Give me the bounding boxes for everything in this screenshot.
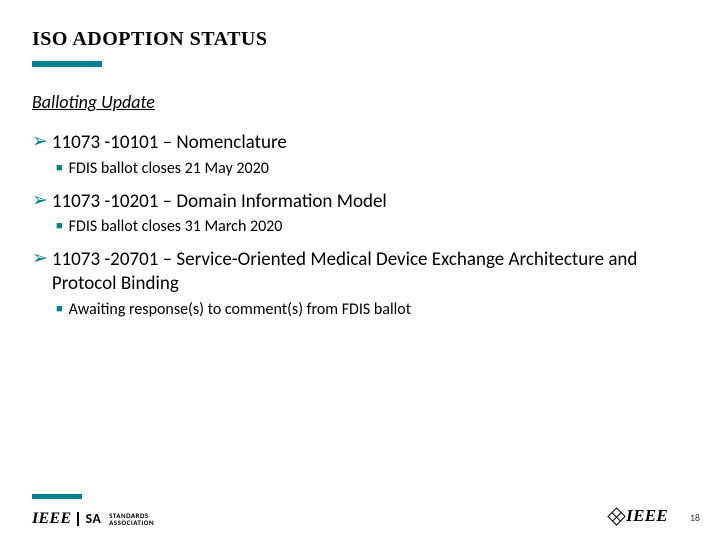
footer-accent-bar — [32, 494, 82, 499]
sa-text: SA — [85, 510, 101, 527]
sa-sub2: ASSOCIATION — [109, 519, 154, 526]
bullet-list: ➢ 11073 -10101 – Nomenclature ■ FDIS bal… — [32, 131, 688, 320]
ieee-wordmark: IEEE — [32, 510, 71, 528]
list-subitem-label: FDIS ballot closes 21 May 2020 — [69, 159, 269, 180]
slide: ISO ADOPTION STATUS Balloting Update ➢ 1… — [0, 0, 720, 540]
list-item-label: 11073 -10201 – Domain Information Model — [52, 190, 387, 214]
ieee-logo: IEEE — [610, 506, 668, 526]
list-item: ➢ 11073 -10101 – Nomenclature — [32, 131, 688, 155]
page-number: 18 — [690, 511, 700, 524]
list-subitem-label: FDIS ballot closes 31 March 2020 — [69, 217, 283, 238]
ieee-diamond-icon — [607, 507, 625, 525]
slide-title: ISO ADOPTION STATUS — [32, 28, 688, 51]
chevron-right-icon: ➢ — [32, 131, 48, 154]
chevron-right-icon: ➢ — [32, 248, 48, 271]
list-item: ➢ 11073 -20701 – Service-Oriented Medica… — [32, 248, 688, 296]
list-subitem: ■ FDIS ballot closes 21 May 2020 — [56, 159, 688, 180]
ieee-sa-logo: IEEE SA STANDARDS ASSOCIATION — [32, 510, 154, 528]
list-item: ➢ 11073 -10201 – Domain Information Mode… — [32, 190, 688, 214]
list-subitem: ■ Awaiting response(s) to comment(s) fro… — [56, 300, 688, 321]
sa-wordmark: SA STANDARDS ASSOCIATION — [77, 512, 154, 527]
list-item-label: 11073 -10101 – Nomenclature — [52, 131, 287, 155]
chevron-right-icon: ➢ — [32, 190, 48, 213]
square-bullet-icon: ■ — [56, 159, 63, 177]
list-subitem-label: Awaiting response(s) to comment(s) from … — [69, 300, 411, 321]
title-underline — [32, 61, 102, 67]
square-bullet-icon: ■ — [56, 217, 63, 235]
list-subitem: ■ FDIS ballot closes 31 March 2020 — [56, 217, 688, 238]
list-item-label: 11073 -20701 – Service-Oriented Medical … — [52, 248, 688, 296]
square-bullet-icon: ■ — [56, 300, 63, 318]
slide-footer: IEEE SA STANDARDS ASSOCIATION IEEE 18 — [0, 494, 720, 540]
ieee-wordmark-right: IEEE — [626, 506, 668, 526]
slide-subtitle: Balloting Update — [32, 91, 688, 113]
